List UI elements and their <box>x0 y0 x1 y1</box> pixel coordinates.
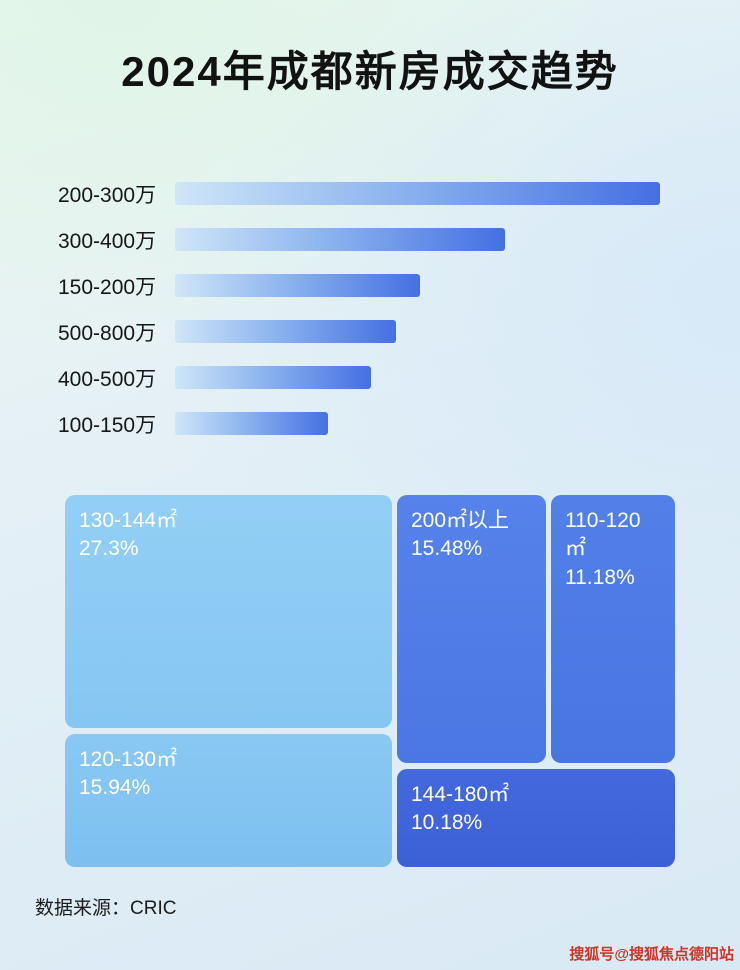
treemap-block-120-130: 120-130㎡ 15.94% <box>65 734 392 867</box>
bar-category-label: 400-500万 <box>58 367 157 391</box>
bar-track <box>175 320 660 343</box>
bar-track <box>175 182 660 205</box>
page-title: 2024年成都新房成交趋势 <box>121 48 619 95</box>
bar-category-label: 200-300万 <box>58 183 157 207</box>
bar-track <box>175 366 660 389</box>
bar-row: 400-500万 <box>58 366 682 391</box>
bar-category-label: 100-150万 <box>58 413 157 437</box>
bar-row: 200-300万 <box>58 182 682 207</box>
treemap-block-144-180: 144-180㎡ 10.18% <box>397 769 675 867</box>
bar-category-label: 300-400万 <box>58 229 157 253</box>
treemap-block-percent: 11.18% <box>565 565 635 589</box>
bar-fill <box>175 366 372 389</box>
bar-track <box>175 274 660 297</box>
bar-row: 300-400万 <box>58 228 682 253</box>
watermark-text: 搜狐号@搜狐焦点德阳站 <box>569 946 734 963</box>
treemap-block-percent: 15.48% <box>411 537 483 561</box>
treemap-block-label: 110-120㎡ <box>565 509 641 561</box>
bar-row: 500-800万 <box>58 320 682 345</box>
bar-track <box>175 228 660 251</box>
bar-fill <box>175 274 420 297</box>
bar-fill <box>175 228 505 251</box>
bar-row: 100-150万 <box>58 412 682 437</box>
bar-category-label: 150-200万 <box>58 275 157 299</box>
bar-fill <box>175 182 660 205</box>
treemap-block-percent: 10.18% <box>411 811 483 835</box>
treemap-block-percent: 15.94% <box>79 776 151 800</box>
bar-chart: 200-300万 300-400万 150-200万 500-800万 <box>58 182 682 458</box>
treemap-block-percent: 27.3% <box>79 537 139 561</box>
bar-row: 150-200万 <box>58 274 682 299</box>
bar-category-label: 500-800万 <box>58 321 157 345</box>
treemap-block-label: 200㎡以上 <box>411 509 510 532</box>
treemap-block-label: 130-144㎡ <box>79 509 178 532</box>
treemap-block-label: 144-180㎡ <box>411 783 510 806</box>
bar-track <box>175 412 660 435</box>
data-source-label: 数据来源：CRIC <box>35 898 177 919</box>
treemap-block-130-144: 130-144㎡ 27.3% <box>65 495 392 728</box>
treemap-chart: 130-144㎡ 27.3% 200㎡以上 15.48% 110-120㎡ 11… <box>65 495 675 867</box>
treemap-block-label: 120-130㎡ <box>79 748 178 771</box>
bar-fill <box>175 320 396 343</box>
treemap-block-200-plus: 200㎡以上 15.48% <box>397 495 546 763</box>
treemap-block-110-120: 110-120㎡ 11.18% <box>551 495 675 763</box>
bar-fill <box>175 412 328 435</box>
